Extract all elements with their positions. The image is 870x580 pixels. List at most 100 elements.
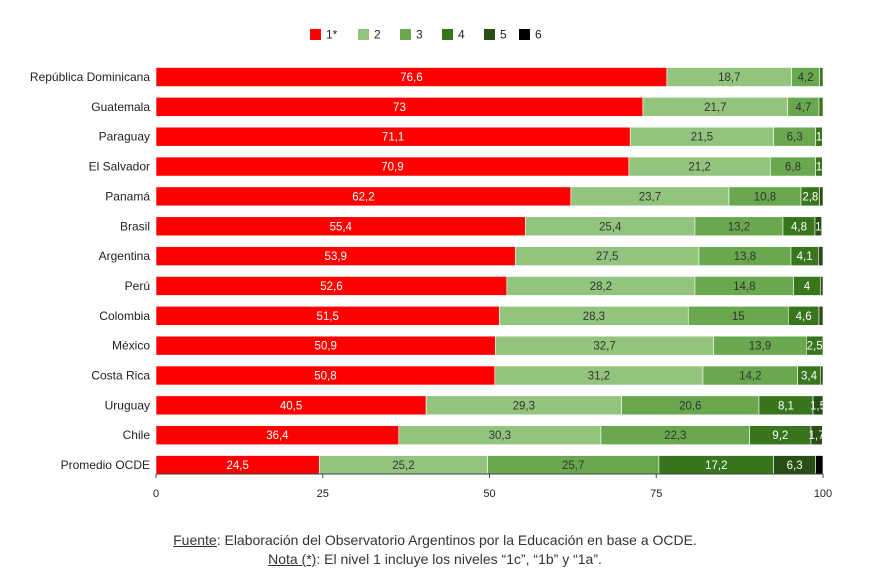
data-label-brasil-level-2: 25,4 xyxy=(599,221,622,233)
data-label-el-salvador-level-1: 70,9 xyxy=(381,162,403,174)
bar-segment-brasil-level-5 xyxy=(814,216,822,237)
category-label-colombia: Colombia xyxy=(99,309,150,323)
source-label: Fuente xyxy=(173,532,217,548)
data-label-panama-level-2: 23,7 xyxy=(639,191,661,203)
x-tick-label-25: 25 xyxy=(317,488,329,500)
legend-label-3: 3 xyxy=(416,28,423,42)
legend-label-6: 6 xyxy=(535,28,542,42)
x-tick-label-100: 100 xyxy=(814,488,832,500)
data-label-promedio-ocde-level-5: 6,3 xyxy=(787,460,803,472)
data-label-brasil-level-1: 55,4 xyxy=(330,221,353,233)
legend-label-5: 5 xyxy=(500,28,507,42)
data-label-argentina-level-4: 4,1 xyxy=(797,251,813,263)
data-label-argentina-level-1: 53,9 xyxy=(325,251,347,263)
data-label-chile-level-1: 36,4 xyxy=(266,430,289,442)
category-label-uruguay: Uruguay xyxy=(105,398,150,412)
data-label-peru-level-3: 14,8 xyxy=(733,281,755,293)
bar-segment-republica-dominicana-level-4 xyxy=(819,67,824,87)
bar-segment-costa-rica-level-5 xyxy=(820,365,824,386)
bar-row-el-salvador: 70,9 21,2 6,8 1 xyxy=(155,156,823,177)
data-label-chile-level-4: 9,2 xyxy=(772,430,788,442)
bar-row-costa-rica: 50,8 31,2 14,2 3,4 xyxy=(155,365,824,386)
data-label-promedio-ocde-level-4: 17,2 xyxy=(705,460,727,472)
bar-row-promedio-ocde: 24,5 25,2 25,7 17,2 6,3 xyxy=(155,455,824,475)
legend-label-2: 2 xyxy=(374,28,381,42)
data-label-el-salvador-level-4: 1 xyxy=(816,162,822,174)
legend-swatch-1 xyxy=(310,29,321,40)
data-label-uruguay-level-4: 8,1 xyxy=(778,400,794,412)
category-label-paraguay: Paraguay xyxy=(99,130,150,144)
x-tick-label-0: 0 xyxy=(153,488,159,500)
category-label-brasil: Brasil xyxy=(120,219,150,233)
category-label-argentina: Argentina xyxy=(99,249,151,263)
stacked-bar-chart: 1* 2 3 4 5 6 76,6 18,7 4,2 73 21,7 4,7 71,1 21,5 6,3 1… xyxy=(30,28,832,501)
data-label-promedio-ocde-level-2: 25,2 xyxy=(392,460,414,472)
category-label-el-salvador: El Salvador xyxy=(89,160,150,174)
data-label-colombia-level-4: 4,6 xyxy=(796,311,812,323)
data-label-mexico-level-4: 2,5 xyxy=(807,341,823,353)
bar-row-panama: 62,2 23,7 10,8 2,8 xyxy=(155,186,824,207)
data-label-argentina-level-3: 13,8 xyxy=(734,251,756,263)
data-label-panama-level-3: 10,8 xyxy=(754,191,776,203)
data-label-brasil-level-4: 4,8 xyxy=(791,221,807,233)
data-label-costa-rica-level-1: 50,8 xyxy=(314,371,336,383)
footnote: Nota (*): El nivel 1 incluye los niveles… xyxy=(0,550,870,569)
data-label-republica-dominicana-level-1: 76,6 xyxy=(400,72,422,84)
category-label-mexico: México xyxy=(112,339,150,353)
data-label-republica-dominicana-level-3: 4,2 xyxy=(798,72,814,84)
x-tick-label-50: 50 xyxy=(483,488,495,500)
legend-label-1: 1* xyxy=(326,28,338,42)
x-tick-label-75: 75 xyxy=(650,488,662,500)
data-label-uruguay-level-1: 40,5 xyxy=(280,400,302,412)
data-label-promedio-ocde-level-3: 25,7 xyxy=(562,460,584,472)
data-label-republica-dominicana-level-2: 18,7 xyxy=(718,72,740,84)
category-labels: República Dominicana Guatemala Paraguay El … xyxy=(30,70,150,472)
data-label-peru-level-2: 28,2 xyxy=(590,281,612,293)
data-label-uruguay-level-3: 20,6 xyxy=(679,400,701,412)
data-label-mexico-level-1: 50,9 xyxy=(315,341,337,353)
bar-segment-chile-level-5 xyxy=(810,425,823,446)
bar-segment-promedio-ocde-level-6 xyxy=(815,455,824,475)
category-label-costa-rica: Costa Rica xyxy=(91,369,150,383)
data-label-brasil-level-5: 1 xyxy=(815,221,821,233)
legend-swatch-4 xyxy=(442,29,453,40)
bar-segment-uruguay-level-5 xyxy=(812,395,824,416)
data-label-panama-level-4: 2,8 xyxy=(802,191,818,203)
bar-row-uruguay: 40,5 29,3 20,6 8,1 1,5 xyxy=(155,395,826,416)
source-note: Fuente: Elaboración del Observatorio Arg… xyxy=(0,531,870,550)
data-label-uruguay-level-2: 29,3 xyxy=(513,400,535,412)
bar-row-republica-dominicana: 76,6 18,7 4,2 xyxy=(155,67,824,87)
data-label-uruguay-level-5: 1,5 xyxy=(810,400,826,412)
category-label-chile: Chile xyxy=(123,428,151,442)
data-label-colombia-level-2: 28,3 xyxy=(583,311,605,323)
bar-segment-paraguay-level-4 xyxy=(815,126,823,147)
bar-row-paraguay: 71,1 21,5 6,3 1 xyxy=(155,126,823,147)
bar-segment-panama-level-5 xyxy=(819,186,824,207)
data-label-promedio-ocde-level-1: 24,5 xyxy=(227,460,249,472)
data-label-chile-level-5: 1,7 xyxy=(809,430,825,442)
bar-segment-el-salvador-level-4 xyxy=(815,156,823,177)
data-label-costa-rica-level-4: 3,4 xyxy=(801,371,818,383)
data-label-paraguay-level-1: 71,1 xyxy=(382,132,404,144)
bar-row-mexico: 50,9 32,7 13,9 2,5 xyxy=(155,335,824,356)
data-label-el-salvador-level-3: 6,8 xyxy=(785,162,801,174)
category-label-guatemala: Guatemala xyxy=(91,100,150,114)
data-label-guatemala-level-2: 21,7 xyxy=(704,102,726,114)
bar-row-peru: 52,6 28,2 14,8 4 xyxy=(155,276,824,296)
category-label-promedio-ocde: Promedio OCDE xyxy=(61,458,150,472)
chart-legend: 1* 2 3 4 5 6 xyxy=(310,28,542,42)
data-label-colombia-level-3: 15 xyxy=(732,311,745,323)
legend-swatch-6 xyxy=(519,29,530,40)
legend-label-4: 4 xyxy=(458,28,465,42)
data-label-costa-rica-level-2: 31,2 xyxy=(588,371,610,383)
data-label-mexico-level-2: 32,7 xyxy=(593,341,615,353)
bar-segment-colombia-level-5 xyxy=(818,305,824,326)
data-label-guatemala-level-3: 4,7 xyxy=(795,102,811,114)
bar-row-argentina: 53,9 27,5 13,8 4,1 xyxy=(155,246,824,266)
data-label-argentina-level-2: 27,5 xyxy=(596,251,618,263)
data-label-brasil-level-3: 13,2 xyxy=(728,221,750,233)
category-label-panama: Panamá xyxy=(105,189,150,203)
legend-swatch-3 xyxy=(400,29,411,40)
footnote-text: : El nivel 1 incluye los niveles “1c”, “… xyxy=(316,551,602,567)
category-label-peru: Perú xyxy=(125,279,150,293)
